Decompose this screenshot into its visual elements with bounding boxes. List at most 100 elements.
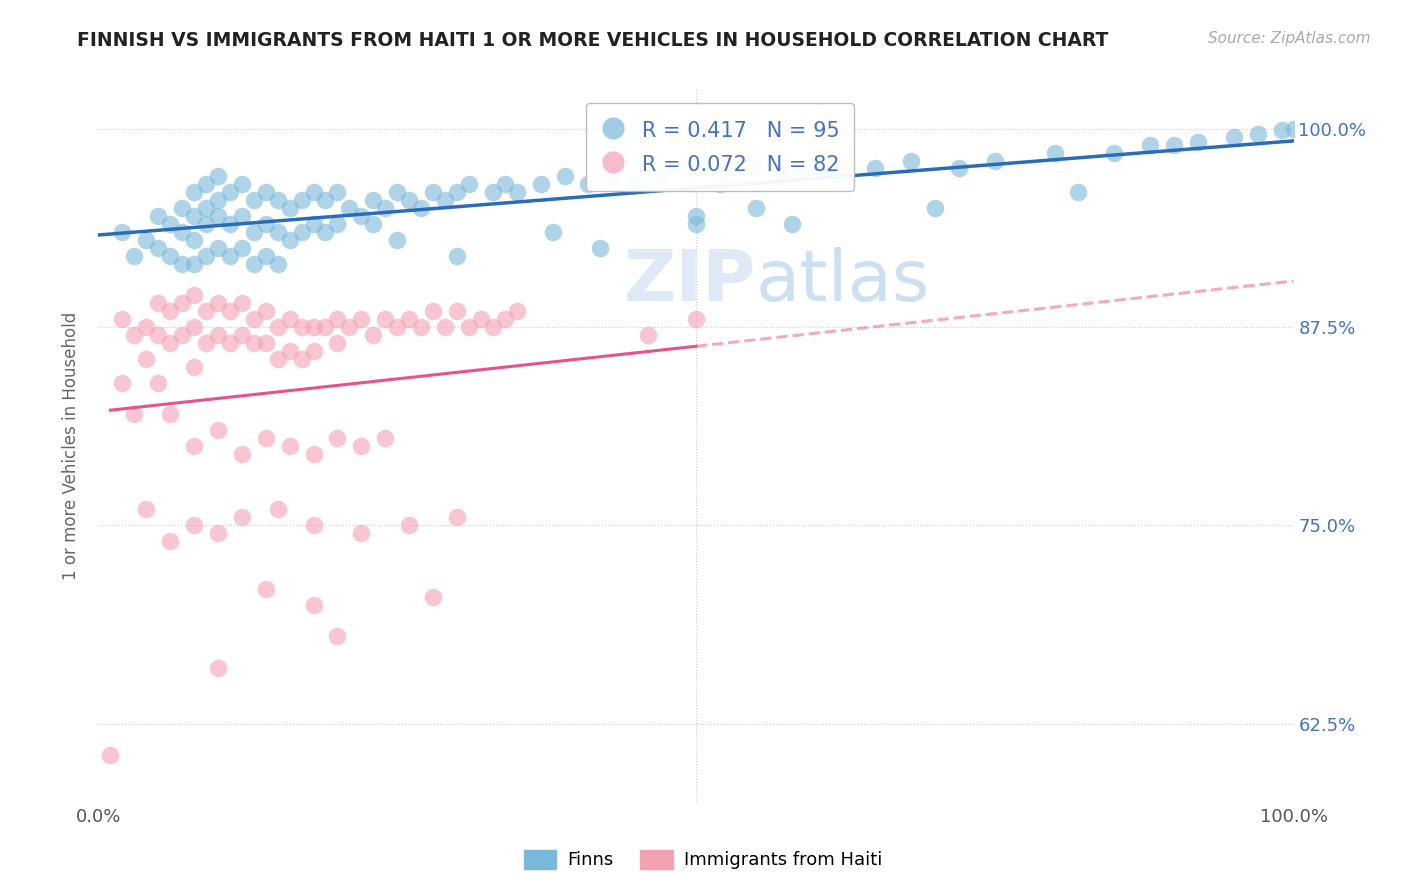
Point <box>243 193 266 207</box>
Y-axis label: 1 or more Vehicles in Household: 1 or more Vehicles in Household <box>62 312 80 580</box>
Point <box>183 359 205 374</box>
Point <box>254 249 277 263</box>
Point <box>159 534 181 549</box>
Point <box>768 169 790 184</box>
Text: Source: ZipAtlas.com: Source: ZipAtlas.com <box>1208 31 1371 46</box>
Point <box>398 193 420 207</box>
Point <box>302 217 325 231</box>
Point <box>363 193 385 207</box>
Point <box>422 590 444 604</box>
Point <box>302 320 325 334</box>
Point <box>254 217 277 231</box>
Point <box>422 186 444 200</box>
Point <box>363 328 385 343</box>
Point <box>148 376 170 390</box>
Text: FINNISH VS IMMIGRANTS FROM HAITI 1 OR MORE VEHICLES IN HOUSEHOLD CORRELATION CHA: FINNISH VS IMMIGRANTS FROM HAITI 1 OR MO… <box>77 31 1109 50</box>
Point <box>315 193 337 207</box>
Point <box>326 431 349 445</box>
Point <box>231 447 253 461</box>
Point <box>207 328 229 343</box>
Point <box>350 439 373 453</box>
Point <box>828 169 851 184</box>
Point <box>1282 121 1305 136</box>
Point <box>111 376 134 390</box>
Point <box>363 217 385 231</box>
Point <box>1163 137 1185 152</box>
Point <box>183 439 205 453</box>
Legend: Finns, Immigrants from Haiti: Finns, Immigrants from Haiti <box>515 841 891 879</box>
Point <box>924 201 946 215</box>
Point <box>172 225 194 239</box>
Point <box>267 225 290 239</box>
Point <box>243 312 266 326</box>
Point <box>98 748 122 763</box>
Point <box>434 193 457 207</box>
Point <box>172 296 194 310</box>
Point <box>470 312 492 326</box>
Point <box>411 320 433 334</box>
Point <box>254 186 277 200</box>
Point <box>374 201 396 215</box>
Point <box>231 510 253 524</box>
Point <box>231 328 253 343</box>
Point <box>481 186 505 200</box>
Point <box>183 320 205 334</box>
Text: ZIP: ZIP <box>623 247 756 317</box>
Point <box>291 225 314 239</box>
Point <box>398 312 420 326</box>
Point <box>541 225 564 239</box>
Point <box>506 304 529 318</box>
Point <box>984 153 1007 168</box>
Point <box>159 217 181 231</box>
Point <box>267 257 290 271</box>
Point <box>339 201 361 215</box>
Point <box>183 209 205 223</box>
Point <box>685 217 707 231</box>
Point <box>1043 145 1066 160</box>
Point <box>124 328 146 343</box>
Point <box>254 431 277 445</box>
Point <box>326 217 349 231</box>
Point <box>385 320 409 334</box>
Point <box>243 257 266 271</box>
Point <box>278 439 301 453</box>
Point <box>267 320 290 334</box>
Point <box>207 296 229 310</box>
Point <box>374 431 396 445</box>
Point <box>135 502 157 516</box>
Point <box>302 447 325 461</box>
Point <box>219 249 242 263</box>
Point <box>804 161 827 176</box>
Point <box>219 304 242 318</box>
Point <box>243 225 266 239</box>
Point <box>148 241 170 255</box>
Point <box>780 217 803 231</box>
Point <box>374 312 396 326</box>
Point <box>398 518 420 533</box>
Point <box>195 304 218 318</box>
Point <box>685 312 707 326</box>
Point <box>745 201 768 215</box>
Point <box>326 335 349 350</box>
Point <box>278 312 301 326</box>
Point <box>315 320 337 334</box>
Point <box>172 201 194 215</box>
Point <box>1187 135 1209 149</box>
Point <box>207 241 229 255</box>
Point <box>709 178 731 192</box>
Point <box>231 209 253 223</box>
Point <box>267 502 290 516</box>
Point <box>183 518 205 533</box>
Point <box>148 328 170 343</box>
Point <box>231 296 253 310</box>
Point <box>219 217 242 231</box>
Point <box>291 193 314 207</box>
Point <box>254 335 277 350</box>
Point <box>124 249 146 263</box>
Point <box>278 343 301 358</box>
Point <box>350 209 373 223</box>
Point <box>948 161 970 176</box>
Point <box>385 233 409 247</box>
Point <box>219 335 242 350</box>
Point <box>422 304 444 318</box>
